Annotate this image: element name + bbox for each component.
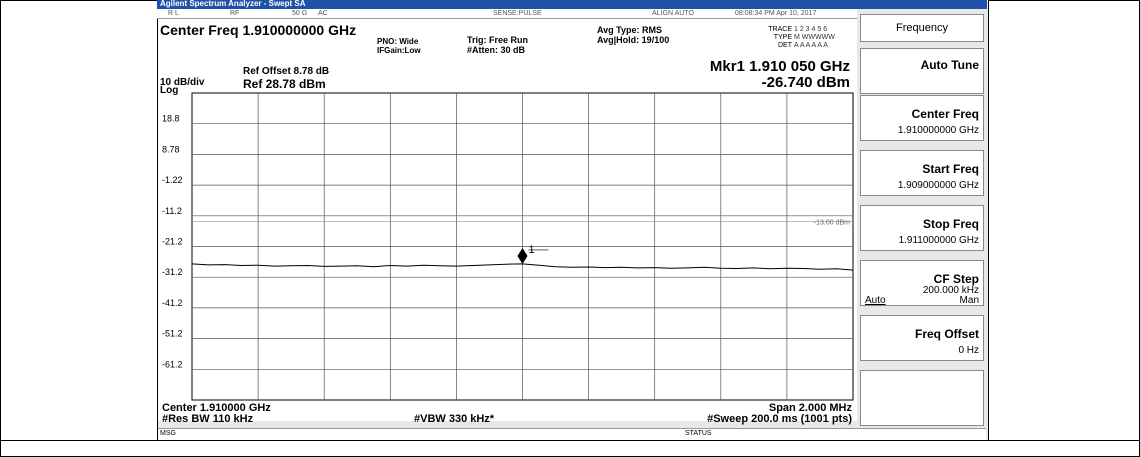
display-line-label: -13.00 dBm	[814, 219, 850, 226]
atten: #Atten: 30 dB	[467, 45, 526, 55]
center-freq-setting: Center Freq 1.910000000 GHz	[160, 22, 357, 38]
y-tick-label: -41.2	[162, 298, 183, 308]
marker-label: 1	[529, 244, 535, 256]
marker-freq: Mkr1 1.910 050 GHz	[709, 58, 850, 75]
softkey-value: 0 Hz	[958, 345, 979, 356]
status-item: 08:08:34 PM Apr 10, 2017	[735, 10, 817, 17]
softkey[interactable]: Auto Tune	[860, 48, 984, 94]
softkey-value: 1.909000000 GHz	[897, 180, 979, 191]
marker-diamond	[517, 247, 528, 264]
softkey-empty	[860, 370, 984, 426]
avg-type: Avg Type: RMS	[597, 25, 663, 35]
y-tick-label: -21.2	[162, 237, 183, 247]
ref-offset: Ref Offset 8.78 dB	[243, 66, 330, 77]
trace-row-value: 1 2 3 4 5 6	[794, 26, 828, 33]
y-tick-label: -1.22	[162, 175, 183, 185]
msg: MSG	[160, 430, 176, 437]
softkey-value: 1.911000000 GHz	[898, 235, 979, 246]
softkey-header: Frequency	[860, 14, 984, 42]
pno: PNO: Wide	[377, 37, 419, 46]
ref-level: Ref 28.78 dBm	[243, 77, 326, 91]
res-bw: #Res BW 110 kHz	[162, 413, 254, 425]
trig: Trig: Free Run	[467, 35, 529, 45]
y-tick-label: -11.2	[162, 206, 182, 216]
status-item: AC	[318, 10, 328, 17]
status-item: SENSE:PULSE	[493, 10, 542, 17]
softkey-label: Freq Offset	[914, 327, 979, 341]
y-tick-label: -51.2	[162, 329, 183, 339]
msg-bar	[158, 428, 986, 440]
title-bar	[157, 0, 987, 9]
window-title: Agilent Spectrum Analyzer - Swept SA	[160, 0, 306, 8]
softkey-label: Start Freq	[922, 162, 979, 176]
status-item: RF	[230, 10, 240, 17]
span: Span 2.000 MHz	[768, 402, 852, 414]
sweep: #Sweep 200.0 ms (1001 pts)	[707, 413, 852, 425]
ifgain: IFGain:Low	[377, 46, 421, 55]
softkey[interactable]: Freq Offset 0 Hz	[860, 315, 984, 361]
scale: 10 dB/div	[160, 77, 205, 88]
y-tick-label: -31.2	[162, 267, 183, 277]
trace-row-value: A A A A A A	[794, 42, 828, 49]
status-strip	[157, 9, 857, 19]
avg-hold: Avg|Hold: 19/100	[597, 35, 670, 45]
status-item: ALIGN AUTO	[652, 10, 694, 17]
trace-row-label: TRACE	[768, 26, 792, 33]
trace-row-label: DET	[778, 42, 792, 49]
trace-row-value: M WWWWW	[794, 34, 835, 41]
status-item: R L	[168, 10, 179, 17]
softkey-label: Auto Tune	[920, 58, 979, 72]
trace-row-label: TYPE	[773, 34, 792, 41]
status: STATUS	[685, 430, 712, 437]
bottom-divider	[0, 440, 1140, 441]
center: Center 1.910000 GHz	[162, 402, 271, 414]
vbw: #VBW 330 kHz*	[414, 413, 495, 425]
marker-level: -26.740 dBm	[761, 74, 850, 91]
softkey-auto: Auto	[865, 295, 886, 306]
softkey-value: 200.000 kHz	[922, 285, 979, 296]
softkey[interactable]: Start Freq 1.909000000 GHz	[860, 150, 984, 196]
status-item: 50 Ω	[292, 10, 307, 17]
softkey[interactable]: Stop Freq 1.911000000 GHz	[860, 205, 984, 251]
scale-type: Log	[160, 85, 179, 96]
y-tick-label: -61.2	[162, 359, 183, 369]
y-tick-label: 18.8	[162, 114, 180, 124]
softkey-label: CF Step	[933, 272, 979, 286]
softkey[interactable]: CF Step 200.000 kHz Auto Man	[860, 260, 984, 306]
softkey-label: Stop Freq	[923, 217, 979, 231]
softkey-man: Man	[959, 295, 979, 306]
softkey-label: Center Freq	[911, 107, 979, 121]
softkey-value: 1.910000000 GHz	[897, 125, 979, 136]
softkey[interactable]: Center Freq 1.910000000 GHz	[860, 95, 984, 141]
softkey-header-label: Frequency	[896, 22, 948, 34]
y-tick-label: 8.78	[162, 144, 180, 154]
